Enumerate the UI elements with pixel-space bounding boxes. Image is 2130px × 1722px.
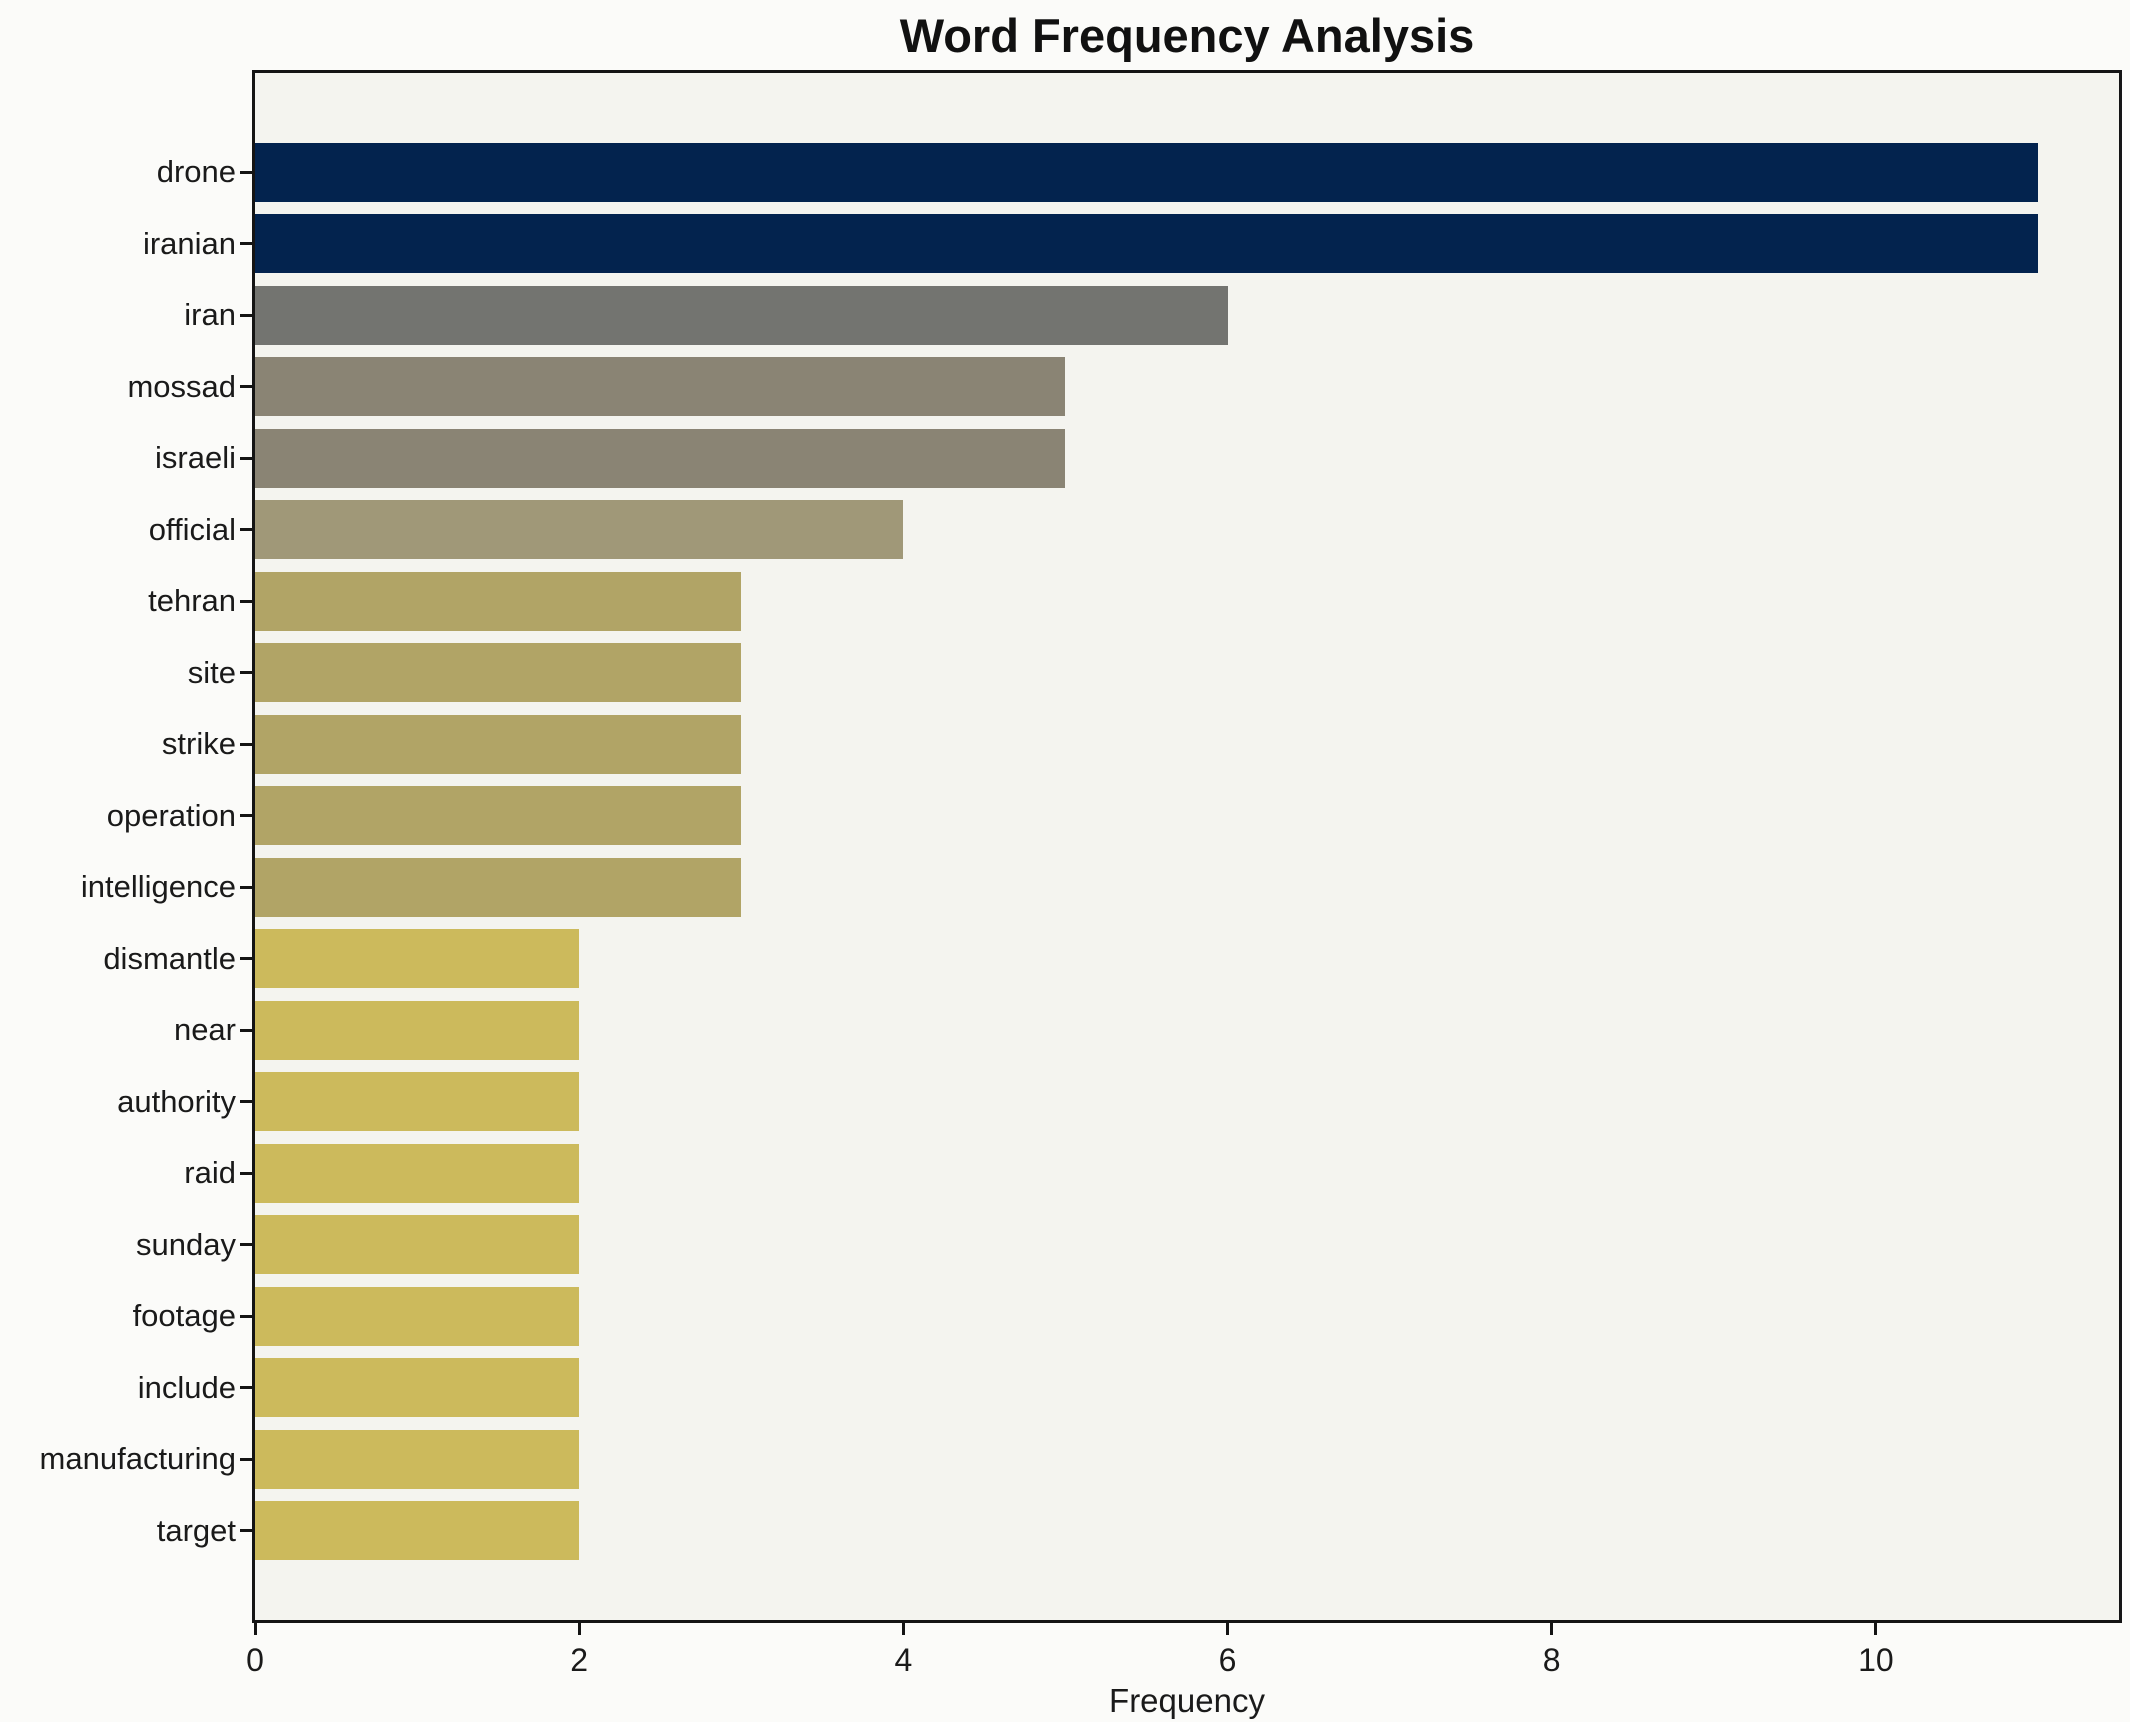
bar-israeli — [255, 428, 1066, 488]
bar-near — [255, 1000, 580, 1060]
bar-iran — [255, 285, 1228, 345]
bar-raid — [255, 1143, 580, 1203]
y-axis-label-include: include — [137, 1369, 236, 1405]
y-tick-mark — [240, 313, 252, 317]
y-axis-label-iranian: iranian — [142, 225, 236, 261]
x-tick-mark — [1874, 1623, 1878, 1635]
y-axis-label-drone: drone — [156, 154, 236, 189]
bar-mossad — [255, 357, 1066, 416]
y-axis-label-dismantle: dismantle — [103, 940, 236, 976]
x-tick-mark — [1226, 1623, 1230, 1635]
x-axis-title: Frequency — [1109, 1682, 1265, 1719]
y-tick-mark — [240, 385, 252, 388]
y-tick-mark — [240, 1314, 252, 1318]
y-axis-label-official: official — [148, 511, 236, 547]
bar-site — [255, 643, 742, 702]
y-tick-mark — [240, 1028, 252, 1032]
x-tick-label-8: 8 — [1542, 1642, 1561, 1678]
bar-footage — [255, 1286, 580, 1346]
y-tick-mark — [240, 814, 252, 817]
y-axis-label-raid: raid — [184, 1155, 236, 1190]
y-tick-mark — [240, 528, 252, 531]
bar-strike — [255, 714, 742, 774]
y-axis-label-target: target — [156, 1512, 236, 1548]
bar-include — [255, 1358, 580, 1417]
y-tick-mark — [240, 671, 252, 674]
y-axis-label-near: near — [173, 1012, 236, 1047]
x-tick-mark — [577, 1623, 581, 1635]
bar-official — [255, 500, 904, 559]
y-tick-mark — [240, 599, 252, 603]
x-tick-mark — [901, 1623, 905, 1635]
plot-area — [252, 70, 2122, 1623]
y-axis-label-authority: authority — [117, 1083, 236, 1119]
y-tick-mark — [240, 885, 252, 889]
y-axis-label-sunday: sunday — [136, 1226, 236, 1262]
y-axis-label-iran: iran — [184, 297, 236, 332]
y-axis-label-tehran: tehran — [148, 583, 236, 618]
y-axis-label-israeli: israeli — [155, 440, 236, 475]
y-tick-mark — [240, 456, 252, 460]
x-tick-mark — [1550, 1623, 1554, 1635]
x-tick-label-2: 2 — [570, 1642, 589, 1678]
y-tick-mark — [240, 1386, 252, 1389]
y-axis-label-intelligence: intelligence — [80, 869, 236, 904]
y-tick-mark — [240, 1529, 252, 1532]
bars-layer — [255, 73, 2119, 1620]
y-tick-mark — [240, 1171, 252, 1175]
y-tick-mark — [240, 1100, 252, 1103]
y-tick-mark — [240, 1243, 252, 1246]
bar-drone — [255, 142, 2038, 202]
bar-sunday — [255, 1215, 580, 1274]
y-axis-label-strike: strike — [161, 726, 236, 761]
y-axis-label-footage: footage — [132, 1298, 236, 1333]
y-tick-mark — [240, 957, 252, 960]
y-tick-mark — [240, 170, 252, 174]
x-tick-label-10: 10 — [1858, 1642, 1894, 1678]
bar-authority — [255, 1072, 580, 1131]
x-tick-label-6: 6 — [1218, 1642, 1237, 1678]
x-tick-label-4: 4 — [894, 1642, 913, 1678]
y-axis-label-site: site — [187, 654, 236, 690]
bar-dismantle — [255, 929, 580, 988]
y-tick-mark — [240, 242, 252, 245]
chart-title: Word Frequency Analysis — [899, 9, 1475, 62]
y-axis-label-manufacturing: manufacturing — [39, 1441, 236, 1476]
y-axis-label-operation: operation — [106, 797, 236, 833]
x-tick-label-0: 0 — [246, 1642, 264, 1678]
bar-target — [255, 1501, 580, 1560]
bar-iranian — [255, 214, 2038, 273]
y-tick-mark — [240, 1457, 252, 1461]
bar-operation — [255, 786, 742, 845]
bar-tehran — [255, 571, 742, 631]
y-tick-mark — [240, 742, 252, 746]
bar-intelligence — [255, 857, 742, 917]
y-axis-label-mossad: mossad — [127, 368, 236, 404]
bar-manufacturing — [255, 1429, 580, 1489]
x-tick-mark — [253, 1623, 257, 1635]
